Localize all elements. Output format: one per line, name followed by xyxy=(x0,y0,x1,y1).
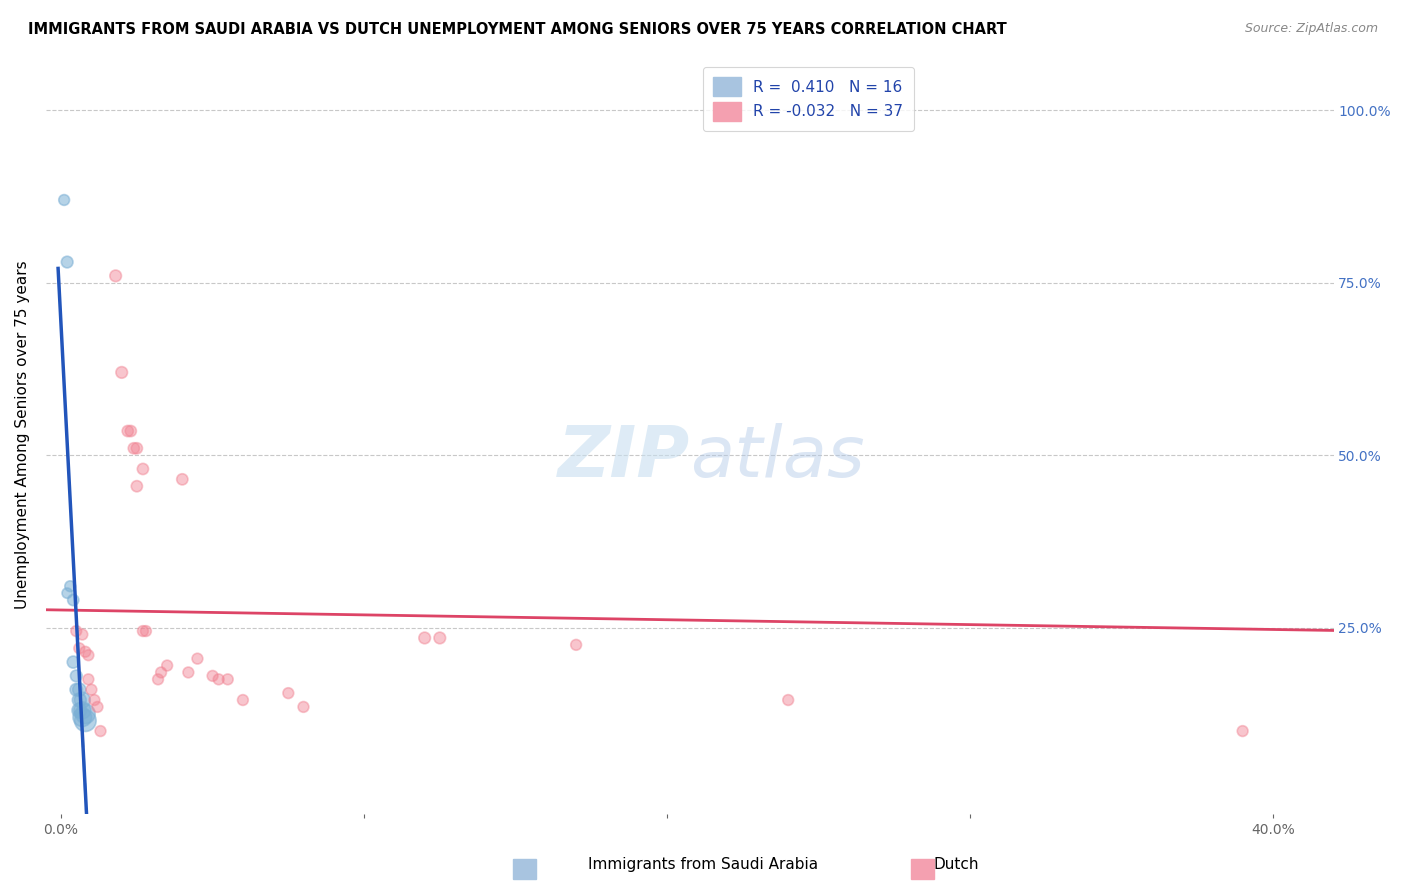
Point xyxy=(125,442,148,456)
Point xyxy=(778,693,800,707)
Point xyxy=(277,686,299,700)
Point xyxy=(56,255,79,269)
Point xyxy=(67,693,90,707)
Point xyxy=(1232,724,1254,739)
Point xyxy=(132,462,155,476)
Point xyxy=(208,673,231,687)
Point xyxy=(89,724,111,739)
Text: ZIP: ZIP xyxy=(558,423,690,491)
Text: IMMIGRANTS FROM SAUDI ARABIA VS DUTCH UNEMPLOYMENT AMONG SENIORS OVER 75 YEARS C: IMMIGRANTS FROM SAUDI ARABIA VS DUTCH UN… xyxy=(28,22,1007,37)
Point xyxy=(429,631,451,645)
Point xyxy=(132,624,155,638)
Point xyxy=(53,193,76,207)
Point xyxy=(111,366,134,380)
Point xyxy=(72,627,94,641)
Point xyxy=(413,631,436,645)
Point xyxy=(62,593,84,607)
Text: Source: ZipAtlas.com: Source: ZipAtlas.com xyxy=(1244,22,1378,36)
Point xyxy=(104,268,127,283)
Point xyxy=(65,624,87,638)
Point xyxy=(135,624,157,638)
Point xyxy=(75,645,97,659)
Point xyxy=(56,586,79,600)
Point xyxy=(150,665,173,680)
Point xyxy=(72,703,94,717)
Point xyxy=(172,472,194,486)
Point xyxy=(75,706,97,721)
Point xyxy=(146,673,169,687)
Point xyxy=(75,714,97,728)
Point xyxy=(201,669,224,683)
Point xyxy=(120,424,142,438)
Point xyxy=(65,669,87,683)
Point xyxy=(72,710,94,724)
Point xyxy=(117,424,139,438)
Legend: R =  0.410   N = 16, R = -0.032   N = 37: R = 0.410 N = 16, R = -0.032 N = 37 xyxy=(703,67,914,131)
Point xyxy=(86,700,108,714)
Point xyxy=(65,682,87,697)
Point xyxy=(77,648,100,663)
Point xyxy=(77,673,100,687)
Text: Dutch: Dutch xyxy=(934,857,979,872)
Point xyxy=(67,682,90,697)
Point xyxy=(177,665,200,680)
Point xyxy=(186,651,208,665)
Point xyxy=(125,479,148,493)
Point xyxy=(232,693,254,707)
Point xyxy=(67,703,90,717)
Point xyxy=(292,700,315,714)
Point xyxy=(62,655,84,669)
Text: Immigrants from Saudi Arabia: Immigrants from Saudi Arabia xyxy=(588,857,818,872)
Text: atlas: atlas xyxy=(690,423,865,491)
Point xyxy=(83,693,105,707)
Point xyxy=(59,579,82,593)
Point xyxy=(122,442,145,456)
Point xyxy=(565,638,588,652)
Point xyxy=(72,693,94,707)
Point xyxy=(156,658,179,673)
Y-axis label: Unemployment Among Seniors over 75 years: Unemployment Among Seniors over 75 years xyxy=(15,260,30,609)
Point xyxy=(80,682,103,697)
Point xyxy=(217,673,239,687)
Point xyxy=(67,641,90,656)
